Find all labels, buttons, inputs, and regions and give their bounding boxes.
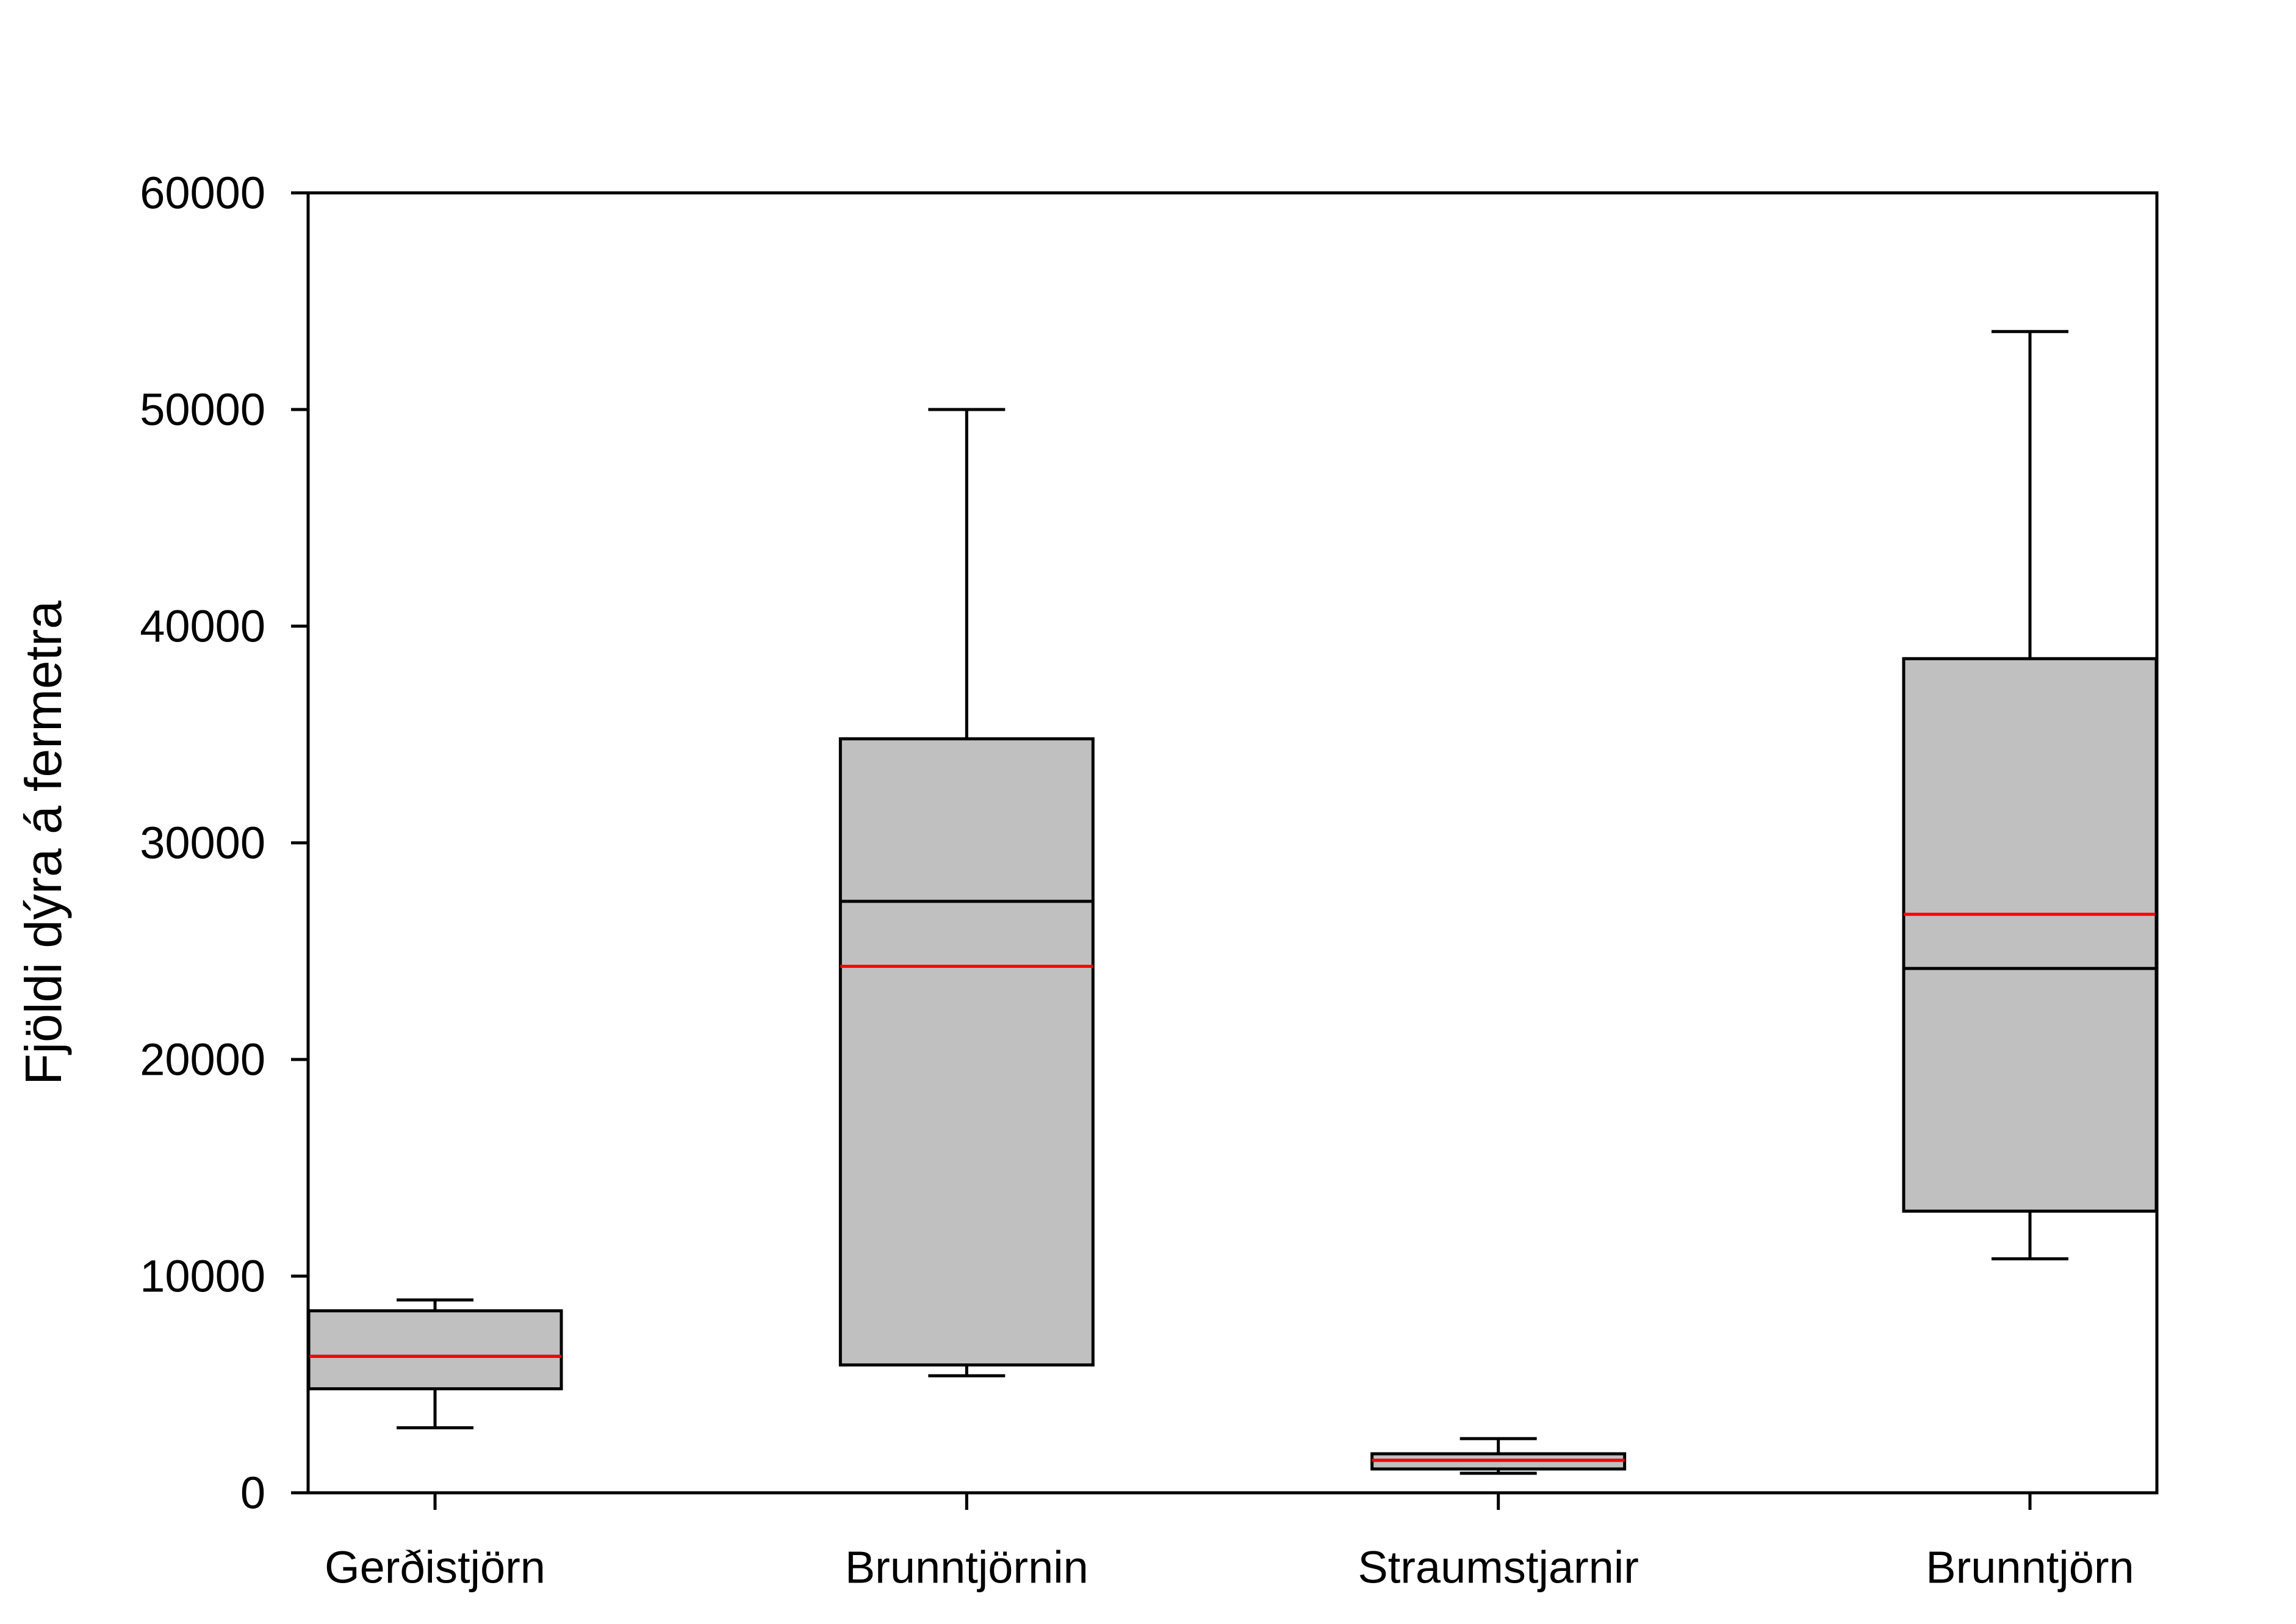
box-iqr: [307, 1309, 563, 1391]
plot-frame: [306, 191, 2159, 1495]
x-tick-label: Brunntjörn: [1926, 1542, 2134, 1593]
x-axis: Gerðistjörn Brunntjörnin Straumstjarnir Bru…: [325, 1493, 2134, 1593]
y-tick-label: 60000: [140, 168, 265, 218]
box-group: [307, 330, 2158, 1475]
x-tick-label: Gerðistjörn: [325, 1542, 545, 1593]
x-tick-label: Brunntjörnin: [845, 1542, 1089, 1593]
y-tick-label: 40000: [140, 601, 265, 652]
y-axis: 0 10000 20000 30000 40000 50000 60000: [140, 168, 308, 1518]
x-tick-label: Straumstjarnir: [1358, 1542, 1639, 1593]
y-tick-label: 20000: [140, 1034, 265, 1085]
y-axis-title: Fjöldi dýra á fermetra: [15, 601, 72, 1085]
box-iqr: [1902, 657, 2158, 1213]
y-tick-label: 0: [240, 1468, 265, 1518]
y-tick-label: 30000: [140, 818, 265, 868]
y-tick-label: 50000: [140, 384, 265, 435]
y-tick-label: 10000: [140, 1251, 265, 1302]
box-iqr: [838, 737, 1095, 1367]
